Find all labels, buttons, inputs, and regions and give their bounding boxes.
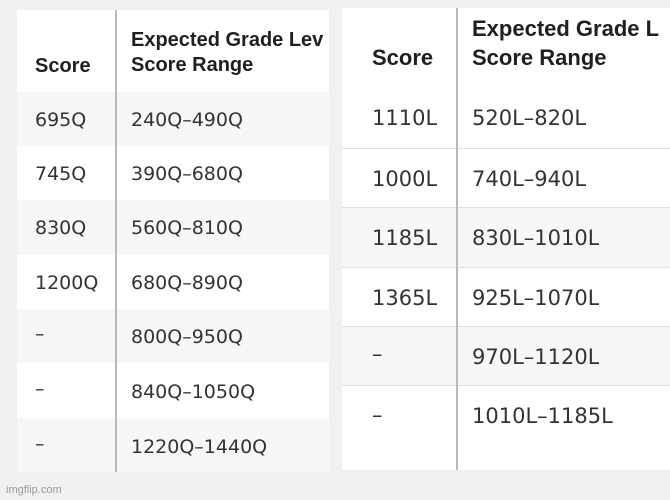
range-column-header-line1: Expected Grade Lev <box>131 29 324 51</box>
table-row: – 840Q–1050Q <box>17 363 329 418</box>
score-cell: – <box>372 403 383 427</box>
score-cell: 1185L <box>372 226 438 250</box>
range-cell: 1010L–1185L <box>472 404 613 428</box>
score-cell: 1110L <box>372 106 438 130</box>
range-cell: 520L–820L <box>472 106 587 130</box>
range-cell: 240Q–490Q <box>131 109 243 131</box>
table-row: 1200Q 680Q–890Q <box>17 255 329 309</box>
table-header: Score Expected Grade Lev Score Range <box>17 10 329 93</box>
table-row: 745Q 390Q–680Q <box>17 146 329 200</box>
score-cell: 745Q <box>35 163 87 185</box>
range-column-header-line1: Expected Grade L <box>472 16 660 41</box>
range-cell: 840Q–1050Q <box>131 381 256 403</box>
range-cell: 560Q–810Q <box>131 217 243 239</box>
range-cell: 390Q–680Q <box>131 163 243 185</box>
score-column-header: Score <box>372 45 434 70</box>
score-cell: 1365L <box>372 286 438 310</box>
score-cell: 1000L <box>372 167 438 191</box>
score-column-header: Score <box>35 55 91 77</box>
score-cell: – <box>372 342 383 366</box>
score-cell: – <box>35 433 45 455</box>
range-cell: 925L–1070L <box>472 286 600 310</box>
score-cell: – <box>35 323 45 345</box>
table-row: – 800Q–950Q <box>17 309 329 363</box>
score-cell: 830Q <box>35 217 87 239</box>
table-row: 695Q 240Q–490Q <box>17 92 329 146</box>
table-header: Score Expected Grade L Score Range <box>342 8 670 89</box>
score-cell: 695Q <box>35 109 87 131</box>
table-row: 830Q 560Q–810Q <box>17 200 329 255</box>
range-cell: 800Q–950Q <box>131 326 243 348</box>
right-score-table: Score Expected Grade L Score Range 1110L… <box>342 8 670 470</box>
range-cell: 680Q–890Q <box>131 272 243 294</box>
table-row: 1110L 520L–820L <box>342 88 670 148</box>
column-divider <box>115 10 117 472</box>
table-row: – 970L–1120L <box>342 326 670 386</box>
table-row: – 1010L–1185L <box>342 385 670 470</box>
table-row: 1365L 925L–1070L <box>342 267 670 327</box>
score-cell: 1200Q <box>35 272 99 294</box>
range-cell: 740L–940L <box>472 167 587 191</box>
left-score-table: Score Expected Grade Lev Score Range 695… <box>17 10 329 472</box>
table-row: 1000L 740L–940L <box>342 148 670 208</box>
range-cell: 1220Q–1440Q <box>131 436 268 458</box>
column-divider <box>456 8 458 470</box>
table-row: 1185L 830L–1010L <box>342 207 670 268</box>
table-row: – 1220Q–1440Q <box>17 418 329 472</box>
range-column-header-line2: Score Range <box>131 54 254 76</box>
range-cell: 830L–1010L <box>472 226 600 250</box>
range-cell: 970L–1120L <box>472 345 600 369</box>
imgflip-watermark: imgflip.com <box>6 484 62 496</box>
score-cell: – <box>35 378 45 400</box>
range-column-header-line2: Score Range <box>472 45 607 70</box>
